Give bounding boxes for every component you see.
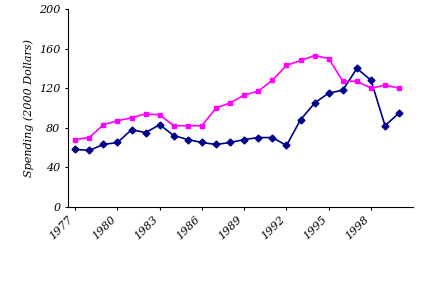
NM	[354, 79, 360, 83]
NM	[199, 124, 204, 128]
NM	[87, 136, 92, 139]
AZ	[270, 136, 275, 139]
AZ	[115, 141, 120, 144]
NM	[383, 83, 388, 87]
AZ	[354, 67, 360, 70]
NM	[129, 116, 134, 120]
NM	[397, 86, 402, 90]
AZ	[383, 124, 388, 128]
AZ	[284, 144, 289, 147]
AZ	[143, 131, 148, 134]
NM	[143, 112, 148, 116]
AZ	[312, 101, 317, 105]
AZ	[101, 143, 106, 146]
Line: AZ: AZ	[73, 66, 402, 153]
AZ	[368, 78, 374, 82]
AZ	[213, 143, 219, 146]
Legend: AZ, NM: AZ, NM	[182, 301, 299, 304]
AZ	[298, 118, 303, 122]
NM	[312, 54, 317, 57]
NM	[185, 124, 190, 128]
NM	[298, 59, 303, 62]
AZ	[242, 138, 247, 141]
NM	[171, 124, 176, 128]
NM	[242, 93, 247, 97]
NM	[73, 138, 78, 141]
NM	[227, 101, 233, 105]
AZ	[185, 138, 190, 141]
AZ	[171, 134, 176, 137]
AZ	[87, 149, 92, 152]
AZ	[199, 141, 204, 144]
NM	[157, 113, 162, 117]
Y-axis label: Spending (2000 Dollars): Spending (2000 Dollars)	[23, 39, 34, 177]
NM	[284, 64, 289, 67]
NM	[115, 119, 120, 123]
AZ	[326, 91, 331, 95]
NM	[213, 106, 219, 110]
AZ	[340, 88, 345, 92]
NM	[270, 78, 275, 82]
NM	[340, 79, 345, 83]
NM	[101, 123, 106, 126]
AZ	[397, 111, 402, 115]
AZ	[227, 141, 233, 144]
AZ	[73, 148, 78, 151]
NM	[368, 86, 374, 90]
Line: NM: NM	[73, 53, 402, 142]
AZ	[129, 128, 134, 132]
AZ	[157, 123, 162, 126]
NM	[326, 57, 331, 60]
AZ	[256, 136, 261, 139]
NM	[256, 89, 261, 93]
